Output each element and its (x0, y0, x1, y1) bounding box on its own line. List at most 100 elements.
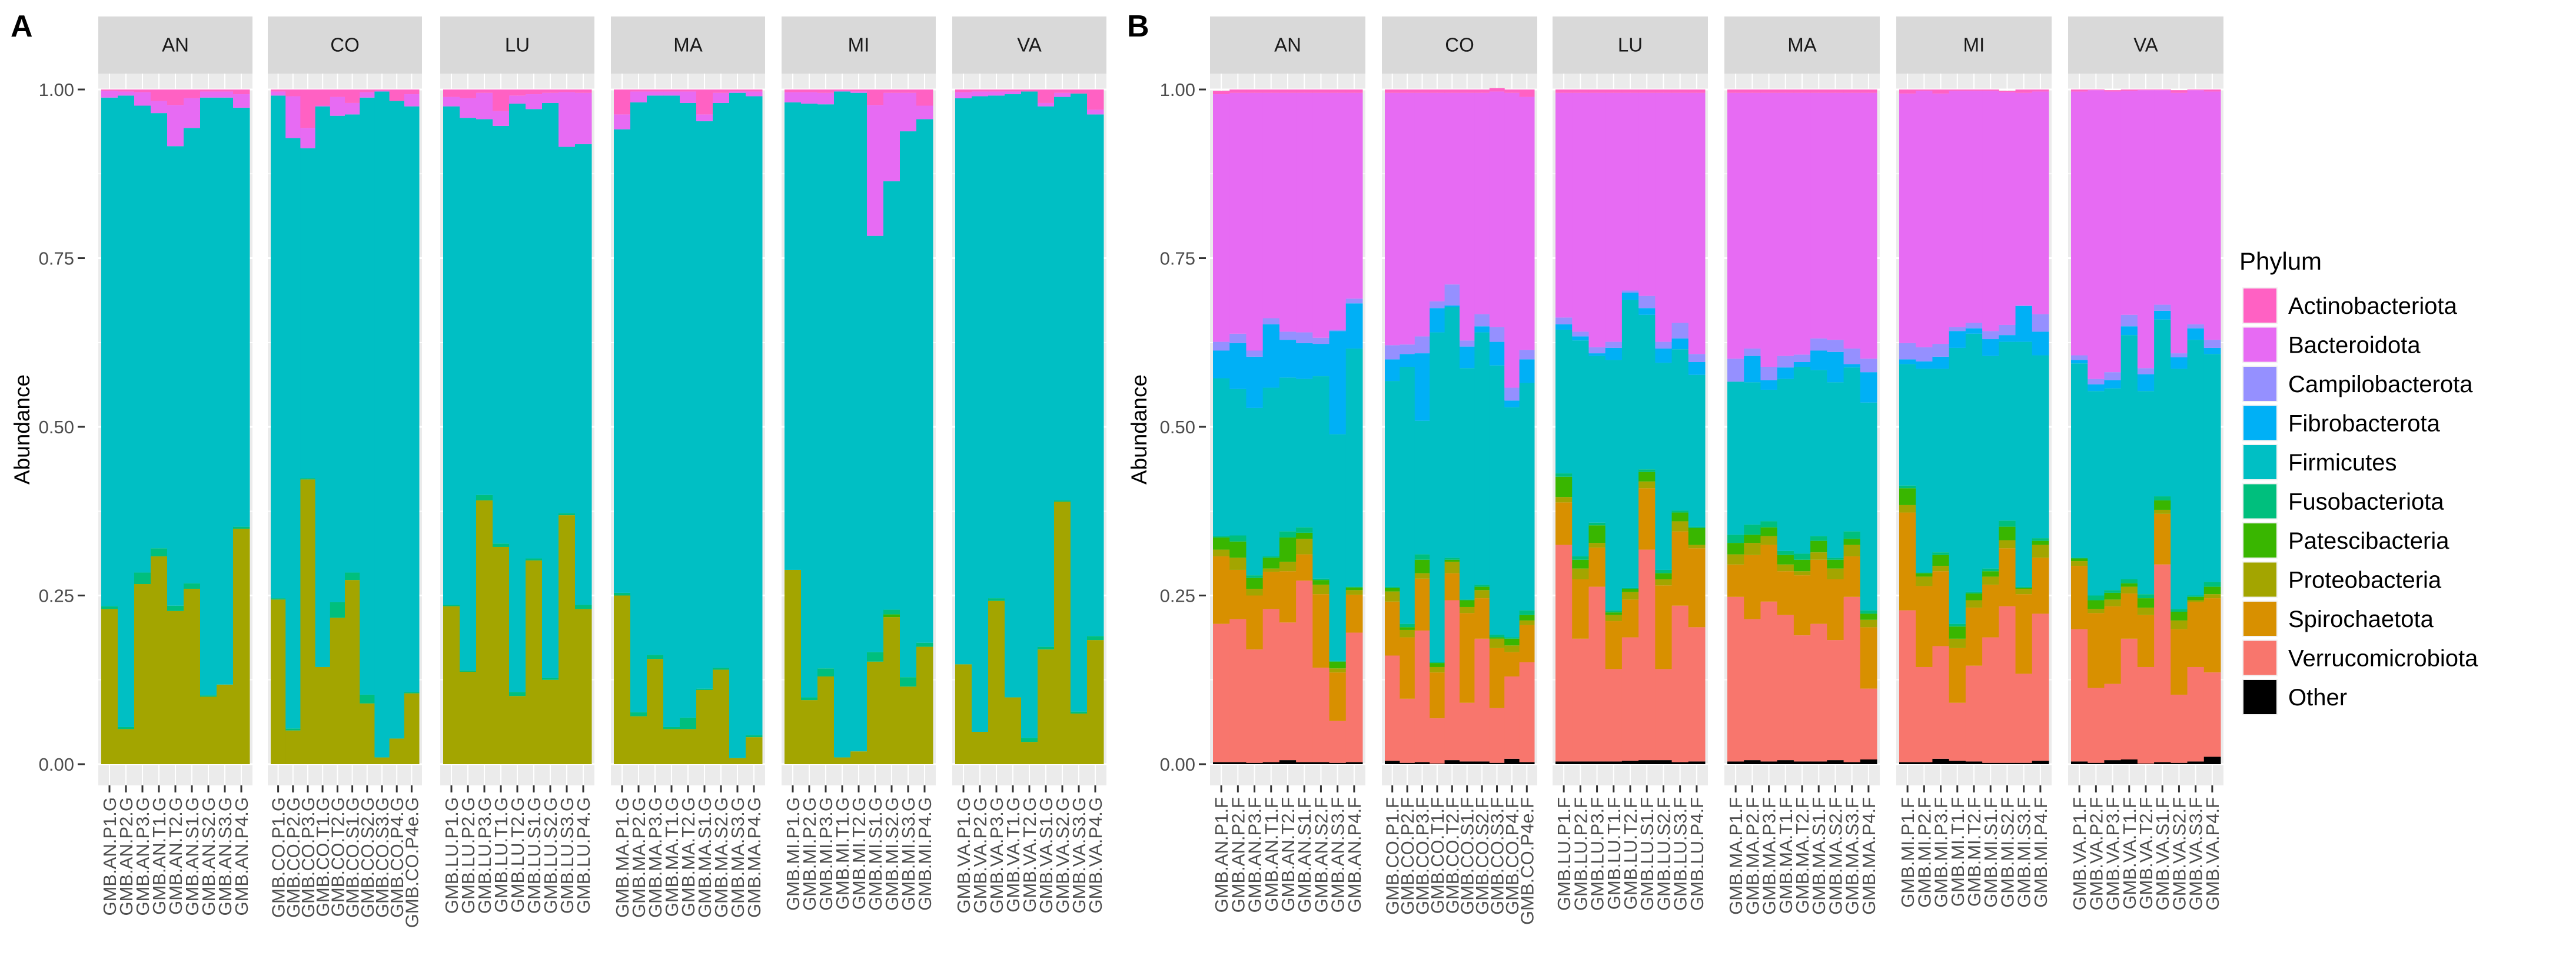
stacked-bar (1655, 89, 1673, 764)
bar-segment-fusobacteriota (330, 602, 345, 618)
bar-segment-campilobacterota (2171, 353, 2188, 357)
bar-segment-patescibacteria (1899, 488, 1916, 505)
bar-segment-verrucomicrobiota (1982, 637, 1999, 763)
x-tick-label: GMB.VA.S1.G (1036, 797, 1056, 914)
bar-segment-campilobacterota (1949, 327, 1966, 331)
bar-segment-actinobacteriota (1329, 89, 1347, 93)
bar-segment-firmicutes (2104, 388, 2122, 591)
bar-segment-bacteroidota (2154, 90, 2171, 305)
bar-segment-spirochaetota (1229, 569, 1247, 619)
bar-segment-firmicutes (493, 125, 510, 544)
x-tick-label: GMB.VA.T2.F (2136, 797, 2156, 910)
bar-segment-bacteroidota (1760, 92, 1778, 367)
bar-segment-proteobacteria (1793, 571, 1811, 576)
bar-segment-patescibacteria (2171, 612, 2188, 621)
bar-segment-campilobacterota (1519, 350, 1535, 360)
bar-segment-actinobacteriota (1474, 89, 1490, 93)
bar-segment-other (1965, 761, 1983, 764)
bar-segment-fibrobacterota (2015, 306, 2033, 342)
x-tick-label: GMB.MI.S1.G (865, 797, 886, 911)
bar-segment-actinobacteriota (271, 89, 286, 92)
x-tick-label: GMB.MA.P1.G (612, 797, 633, 918)
bar-segment-firmicutes (1444, 307, 1460, 558)
x-tick-label: GMB.VA.S3.G (1069, 797, 1089, 914)
bar-segment-bacteroidota (476, 92, 493, 120)
x-tick-label: GMB.MI.S3.G (898, 797, 919, 911)
bar-segment-firmicutes (1727, 381, 1744, 535)
bar-segment-other (2104, 760, 2122, 764)
bar-segment-fibrobacterota (1760, 380, 1778, 390)
bar-segment-bacteroidota (1965, 91, 1983, 323)
x-tick-label: GMB.MA.P1.F (1726, 797, 1746, 915)
x-tick-label: GMB.MA.P4.G (744, 797, 765, 918)
x-tick-label: GMB.AN.T1.F (1261, 797, 1282, 912)
bar-segment-fibrobacterota (1329, 331, 1347, 434)
facet-AN: ANGMB.AN.P1.FGMB.AN.P2.FGMB.AN.P3.FGMB.A… (1210, 16, 1365, 913)
bar-segment-patescibacteria (1588, 525, 1606, 543)
bar-segment-patescibacteria (1246, 578, 1264, 589)
bar-segment-bacteroidota (916, 105, 933, 120)
x-tick-label: GMB.MI.P2.G (799, 797, 820, 911)
stacked-bar (900, 89, 917, 764)
bar-segment-fusobacteriota (1038, 646, 1055, 650)
bar-segment-verrucomicrobiota (1262, 609, 1280, 762)
bar-segment-patescibacteria (1843, 539, 1861, 545)
bar-segment-spirochaetota (1793, 575, 1811, 636)
stacked-bar (476, 89, 493, 764)
x-tick-label: GMB.MA.P3.G (645, 797, 666, 918)
bar-segment-patescibacteria (2154, 500, 2171, 510)
bar-segment-fusobacteriota (1843, 531, 1861, 539)
bar-segment-fibrobacterota (1262, 324, 1280, 388)
bar-segment-verrucomicrobiota (1777, 615, 1794, 761)
legend-label: Verrucomicrobiota (2288, 646, 2478, 672)
bar-segment-firmicutes (680, 102, 697, 718)
bar-segment-other (1932, 758, 1950, 764)
bar-segment-spirochaetota (2120, 593, 2138, 639)
bar-segment-firmicutes (134, 105, 151, 573)
bar-segment-bacteroidota (955, 92, 972, 98)
x-tick-label: GMB.MI.T2.F (1964, 797, 1985, 907)
bar-segment-actinobacteriota (1430, 89, 1445, 93)
bar-segment-other (1760, 761, 1778, 764)
bar-segment-actinobacteriota (1671, 89, 1689, 93)
x-tick-label: GMB.MI.S2.F (1997, 797, 2017, 908)
bar-segment-actinobacteriota (2187, 89, 2205, 91)
bar-segment-firmicutes (542, 102, 559, 678)
bar-segment-actinobacteriota (1071, 89, 1088, 94)
bar-segment-campilobacterota (1827, 340, 1844, 352)
bar-segment-campilobacterota (1572, 331, 1589, 337)
bar-segment-actinobacteriota (2088, 89, 2105, 91)
bar-segment-proteobacteria (1655, 579, 1673, 586)
bar-segment-firmicutes (1229, 389, 1247, 536)
facet-LU: LUGMB.LU.P1.FGMB.LU.P2.FGMB.LU.P3.FGMB.L… (1553, 16, 1708, 911)
facet-AN: ANGMB.AN.P1.GGMB.AN.P2.GGMB.AN.P3.GGMB.A… (98, 16, 252, 916)
bar-segment-actinobacteriota (1312, 89, 1330, 93)
bar-segment-fusobacteriota (1965, 592, 1983, 594)
bar-segment-fibrobacterota (1460, 346, 1475, 369)
bar-segment-bacteroidota (1638, 92, 1656, 296)
bar-segment-fibrobacterota (1504, 400, 1520, 407)
bar-segment-proteobacteria (404, 693, 420, 764)
bar-segment-campilobacterota (2154, 304, 2171, 311)
bar-segment-fusobacteriota (1414, 554, 1430, 560)
bar-segment-verrucomicrobiota (1345, 632, 1363, 762)
bar-segment-proteobacteria (2032, 545, 2049, 558)
stacked-bar (1296, 89, 1313, 764)
bar-segment-firmicutes (1345, 349, 1363, 587)
bar-segment-firmicutes (389, 101, 405, 739)
bar-segment-fusobacteriota (1246, 575, 1264, 578)
stacked-bar (443, 89, 460, 764)
bar-segment-proteobacteria (1572, 568, 1589, 579)
bar-segment-campilobacterota (1312, 337, 1330, 344)
facet-CO: COGMB.CO.P1.FGMB.CO.P2.FGMB.CO.P3.FGMB.C… (1382, 16, 1537, 925)
bar-segment-patescibacteria (2032, 540, 2049, 545)
bar-segment-other (1982, 762, 1999, 764)
bar-segment-fusobacteriota (1860, 610, 1877, 614)
bar-segment-spirochaetota (1430, 672, 1445, 719)
legend-item: Spirochaetota (2242, 601, 2434, 637)
bar-segment-proteobacteria (1345, 590, 1363, 595)
bar-segment-spirochaetota (1860, 627, 1877, 689)
bar-segment-fusobacteriota (285, 728, 301, 731)
bar-segment-proteobacteria (1810, 552, 1827, 560)
bar-segment-fusobacteriota (614, 592, 631, 596)
